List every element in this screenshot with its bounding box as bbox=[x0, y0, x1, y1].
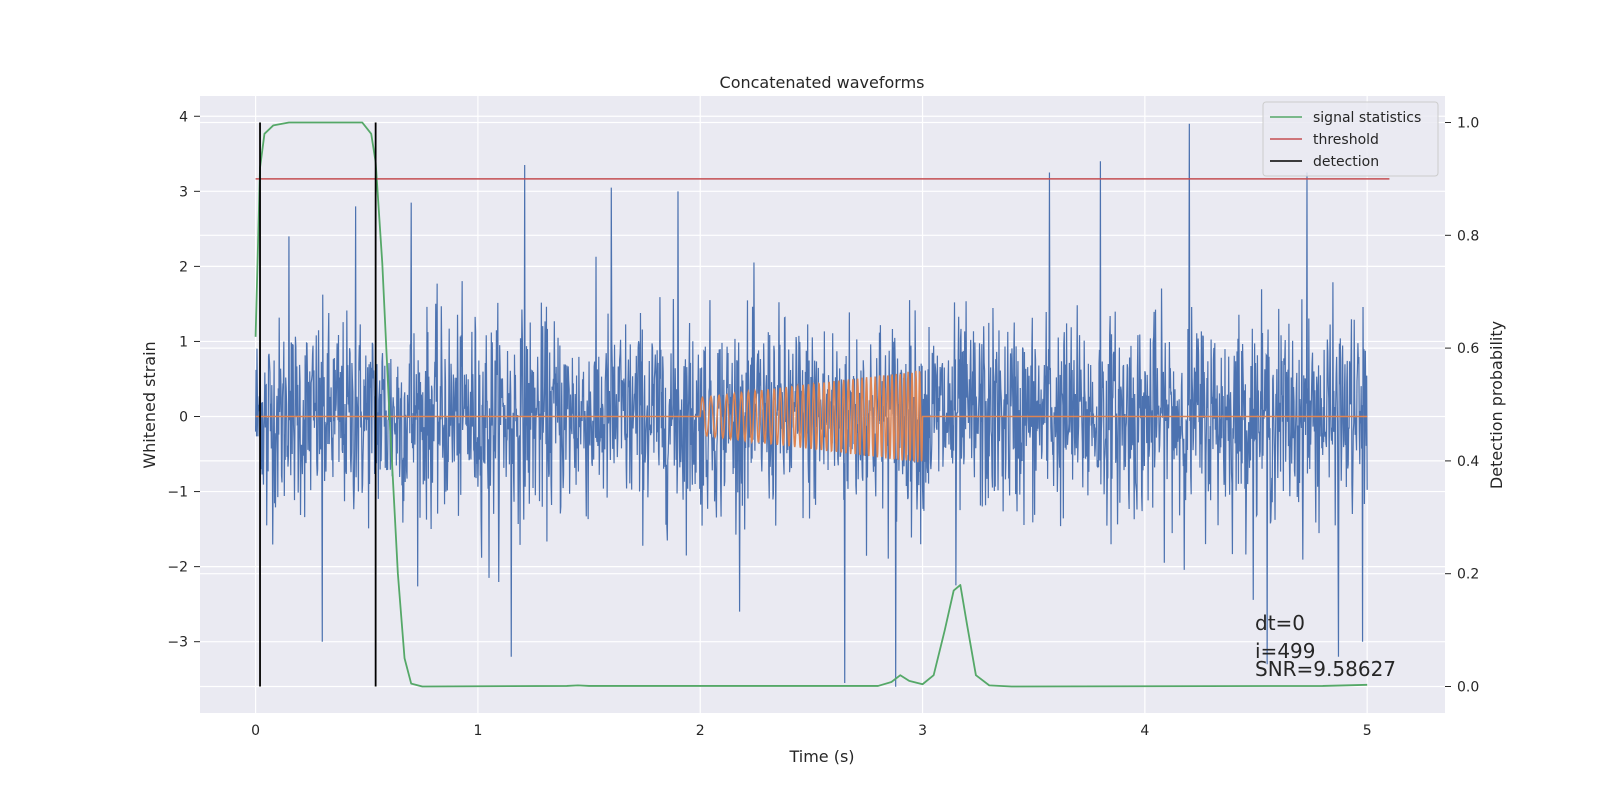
x-tick-label: 3 bbox=[918, 723, 927, 739]
annotation-dt: dt=0 bbox=[1255, 611, 1305, 635]
series-layer bbox=[254, 121, 1390, 688]
y-tick-label: −3 bbox=[167, 635, 188, 651]
x-tick-label: 2 bbox=[696, 723, 705, 739]
x-tick-label: 1 bbox=[473, 723, 482, 739]
x-tick-label: 4 bbox=[1140, 723, 1149, 739]
y-tick-label: 4 bbox=[179, 109, 188, 125]
annotations: dt=0 i=499 SNR=9.58627 bbox=[1255, 611, 1396, 681]
y2-tick-label: 1.0 bbox=[1457, 116, 1479, 132]
axes-layer: 0 1 2 3 4 5 4 3 2 1 0 −1 −2 −3 1.0 0.8 0.6 0.4 0.2 0.0 bbox=[167, 109, 1479, 739]
y2-tick-label: 0.2 bbox=[1457, 567, 1479, 583]
y2-tick-label: 0.0 bbox=[1457, 679, 1479, 695]
y2-tick-label: 0.6 bbox=[1457, 341, 1479, 357]
legend-detection-label: detection bbox=[1313, 154, 1379, 170]
y-axis-label: Whitened strain bbox=[140, 341, 159, 468]
legend-box bbox=[1262, 101, 1439, 177]
y2-tick-label: 0.4 bbox=[1457, 454, 1479, 470]
annotation-i: i=499 bbox=[1255, 639, 1316, 663]
legend-threshold-label: threshold bbox=[1313, 132, 1379, 148]
legend: signal statistics threshold detection bbox=[1262, 101, 1439, 177]
y2-tick-label: 0.8 bbox=[1457, 228, 1479, 244]
annotation-snr: SNR=9.58627 bbox=[1255, 657, 1396, 681]
y-tick-label: 0 bbox=[179, 410, 188, 426]
x-tick-label: 5 bbox=[1363, 723, 1372, 739]
x-tick-label: 0 bbox=[251, 723, 260, 739]
y-tick-label: 2 bbox=[179, 259, 188, 275]
y-tick-label: −2 bbox=[167, 560, 188, 576]
y-tick-label: −1 bbox=[167, 485, 188, 501]
y-tick-label: 1 bbox=[179, 334, 188, 350]
chart-title: Concatenated waveforms bbox=[720, 73, 925, 92]
y-tick-label: 3 bbox=[179, 184, 188, 200]
x-axis-label: Time (s) bbox=[788, 747, 854, 766]
y2-axis-label: Detection probability bbox=[1487, 321, 1506, 489]
series-signal-statistics-line bbox=[254, 121, 1368, 688]
legend-signal-statistics-label: signal statistics bbox=[1313, 110, 1421, 126]
series-chirp-line bbox=[255, 370, 1368, 463]
